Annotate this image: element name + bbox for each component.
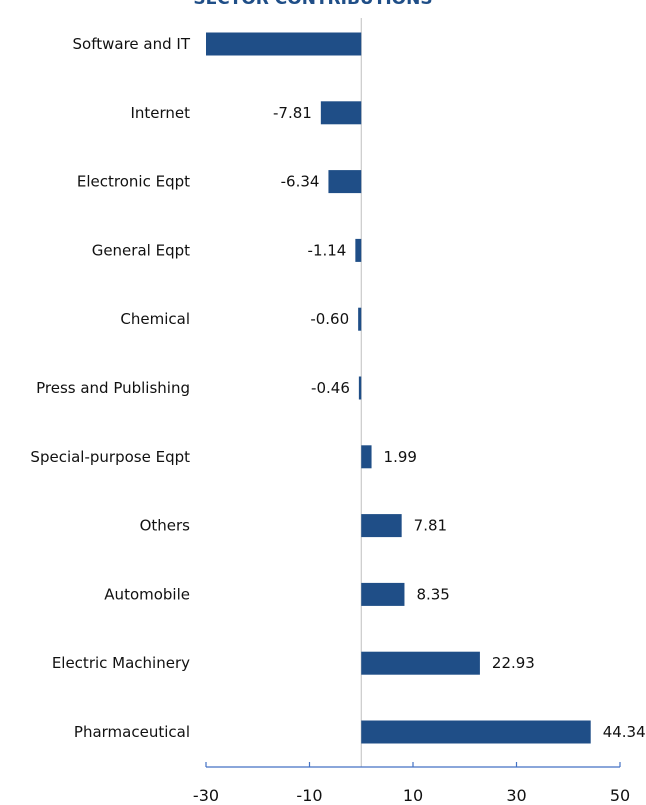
value-label: -0.46	[311, 379, 350, 397]
bar	[328, 170, 362, 194]
x-tick-label: 30	[506, 786, 526, 805]
category-label: Chemical	[120, 310, 190, 328]
value-label: -1.14	[308, 241, 347, 259]
bar	[361, 651, 480, 675]
value-label: 22.93	[492, 654, 535, 672]
category-label: Internet	[130, 104, 190, 122]
bar	[358, 376, 362, 400]
x-tick-label: -10	[296, 786, 322, 805]
chart-title: SECTOR CONTRIBUTIONS	[193, 0, 432, 9]
category-label: Pharmaceutical	[74, 723, 190, 741]
bar	[361, 445, 372, 469]
category-label: Others	[140, 517, 191, 535]
category-label: Special-purpose Eqpt	[30, 448, 190, 466]
value-label: -6.34	[281, 173, 320, 191]
x-tick-label: -30	[193, 786, 219, 805]
category-label: Automobile	[104, 585, 190, 603]
bar	[355, 238, 362, 262]
category-label: Electronic Eqpt	[77, 173, 190, 191]
value-label: 7.81	[414, 517, 447, 535]
category-label: Electric Machinery	[52, 654, 190, 672]
value-label: -0.60	[310, 310, 349, 328]
x-tick-label: 50	[610, 786, 630, 805]
bar	[206, 32, 362, 56]
value-label: 8.35	[416, 585, 449, 603]
x-tick-label: 10	[403, 786, 423, 805]
value-label: -7.81	[273, 104, 312, 122]
bar	[361, 720, 591, 744]
category-label: Software and IT	[73, 35, 191, 53]
value-label: 1.99	[384, 448, 417, 466]
category-label: General Eqpt	[92, 241, 190, 259]
bar	[358, 307, 362, 331]
bar	[361, 582, 405, 606]
bar	[361, 514, 402, 538]
bar	[320, 101, 362, 125]
category-label: Press and Publishing	[36, 379, 190, 397]
value-label: 44.34	[603, 723, 646, 741]
